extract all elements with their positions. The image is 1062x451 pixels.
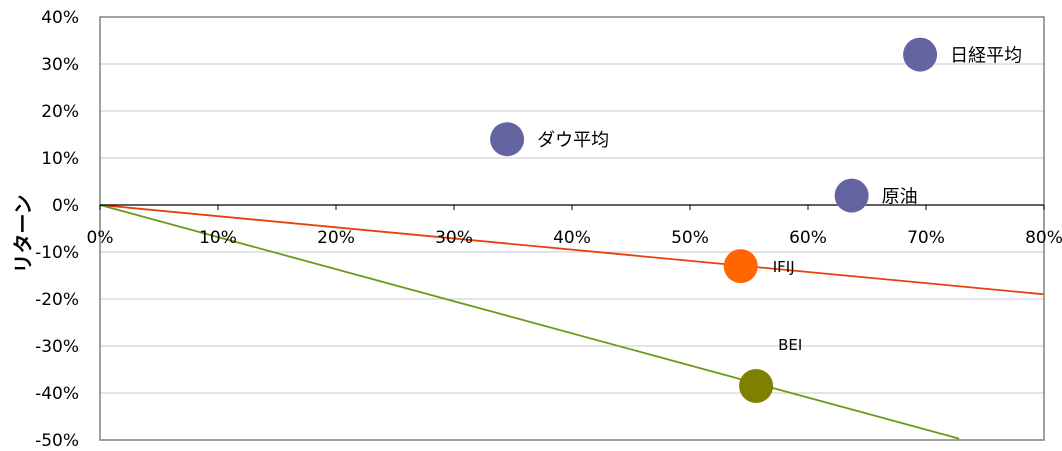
data-label: IFIJ [773, 258, 795, 276]
data-point [739, 368, 774, 403]
y-axis-label: リターン [11, 195, 35, 274]
data-label: 日経平均 [950, 46, 1022, 67]
trend-line [99, 204, 960, 440]
trend-line [99, 204, 1045, 296]
data-point [834, 178, 869, 213]
x-tick-label: 70% [907, 228, 945, 248]
data-point [490, 122, 525, 157]
x-tick-label: 20% [317, 228, 355, 248]
data-label: ダウ平均 [537, 130, 609, 151]
data-point [903, 37, 938, 72]
y-tick-labels: 40% 30% 20% 10% 0% -10% -20% -30% -40% -50% [35, 8, 79, 451]
x-tick-label: 40% [553, 228, 591, 248]
y-tick-label: -10% [35, 243, 79, 263]
y-tick-label: 30% [41, 55, 79, 75]
x-tick-label: 80% [1025, 228, 1062, 248]
plot-frame [99, 16, 1045, 441]
y-tick-label: 20% [41, 102, 79, 122]
y-tick-label: 40% [41, 8, 79, 28]
y-tick-label: -50% [35, 431, 79, 451]
trend-lines [99, 204, 1045, 440]
y-tick-label: -20% [35, 290, 79, 310]
data-label: BEI [778, 336, 802, 354]
data-point [723, 249, 758, 284]
grid-lines [100, 63, 1044, 394]
x-tick-label: 0% [87, 228, 114, 248]
x-tick-label: 30% [435, 228, 473, 248]
x-tick-label: 10% [199, 228, 237, 248]
y-tick-label: 10% [41, 149, 79, 169]
x-tick-labels: 0% 10% 20% 30% 40% 50% 60% 70% 80% [87, 228, 1062, 248]
y-tick-label: -40% [35, 384, 79, 404]
data-label: 原油 [882, 187, 918, 208]
x-tick-label: 60% [789, 228, 827, 248]
y-tick-label: 0% [52, 196, 79, 216]
y-tick-label: -30% [35, 337, 79, 357]
axes [99, 16, 1045, 441]
x-tick-label: 50% [671, 228, 709, 248]
